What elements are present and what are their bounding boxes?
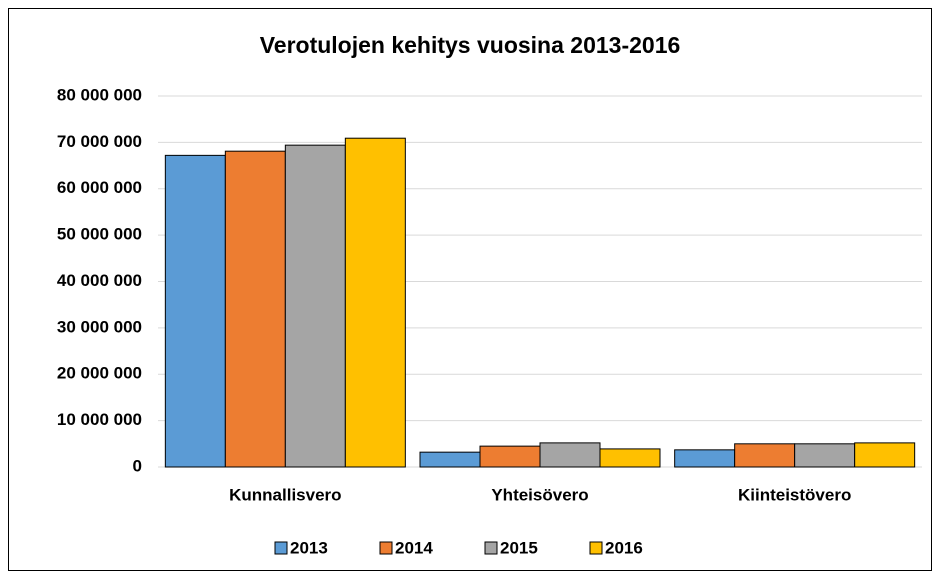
bar (479, 445, 541, 468)
legend-swatch (274, 541, 288, 555)
bar (164, 154, 226, 468)
x-tick-label: Kiinteistövero (738, 485, 851, 504)
chart-border (8, 8, 932, 571)
x-tick-label: Yhteisövero (491, 485, 588, 504)
y-tick-label: 40 000 000 (57, 271, 142, 290)
legend-label: 2016 (605, 538, 643, 557)
bar (674, 449, 736, 468)
legend-swatch (484, 541, 498, 555)
bar (539, 442, 601, 468)
y-tick-label: 80 000 000 (57, 85, 142, 104)
y-tick-label: 50 000 000 (57, 225, 142, 244)
bar (344, 137, 406, 468)
y-tick-label: 60 000 000 (57, 178, 142, 197)
y-tick-label: 0 (133, 456, 142, 475)
y-tick-label: 70 000 000 (57, 132, 142, 151)
bar (224, 150, 286, 468)
bar (734, 443, 796, 468)
bar (599, 448, 661, 468)
bar (794, 443, 856, 468)
bar (284, 144, 346, 468)
legend-label: 2013 (290, 538, 328, 557)
y-tick-label: 20 000 000 (57, 364, 142, 383)
legend-swatch (379, 541, 393, 555)
x-tick-label: Kunnallisvero (229, 485, 341, 504)
y-tick-label: 10 000 000 (57, 410, 142, 429)
legend-label: 2015 (500, 538, 538, 557)
y-tick-label: 30 000 000 (57, 317, 142, 336)
legend-swatch (589, 541, 603, 555)
chart-title: Verotulojen kehitys vuosina 2013-2016 (260, 32, 681, 58)
bar (419, 451, 481, 468)
bar (854, 442, 916, 468)
legend-label: 2014 (395, 538, 433, 557)
